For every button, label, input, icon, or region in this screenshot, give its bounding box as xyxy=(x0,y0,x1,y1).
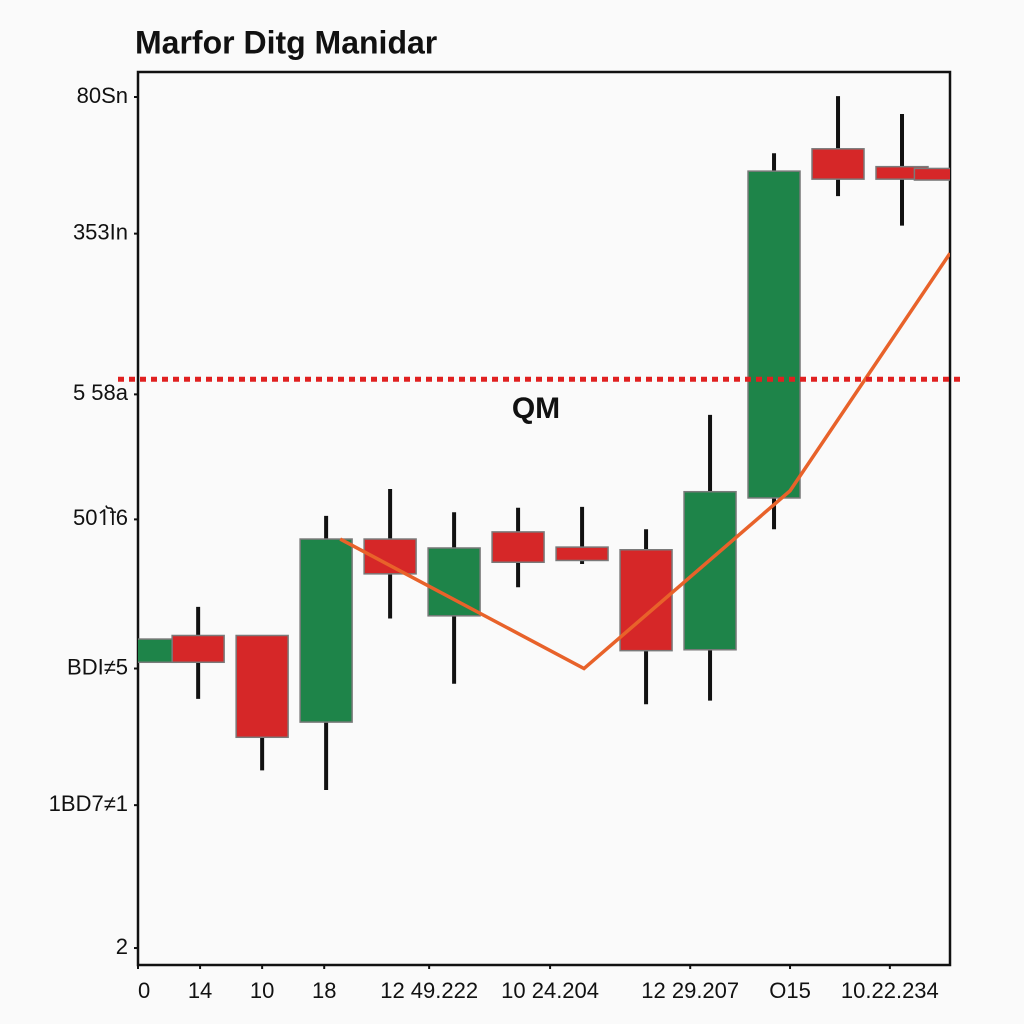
candle-body xyxy=(683,490,737,651)
y-tick-label: 353In xyxy=(73,219,128,244)
candle-body xyxy=(235,634,289,739)
y-tick-label: 501ॊ6 xyxy=(73,505,128,530)
x-tick-label: 0 xyxy=(138,978,150,1003)
x-tick-label: 18 xyxy=(312,978,336,1003)
x-tick-label: 10 xyxy=(250,978,274,1003)
y-tick-label: 1BD7≠1 xyxy=(49,791,128,816)
x-tick-label: 10 24.204 xyxy=(501,978,599,1003)
y-tick-label: 80Sn xyxy=(77,83,128,108)
y-tick-label: 2 xyxy=(116,934,128,959)
x-tick-label: O15 xyxy=(769,978,811,1003)
candle-body xyxy=(427,547,481,617)
candle-body xyxy=(811,148,865,180)
chart-title: Marfor Ditg Manidar xyxy=(135,24,437,60)
y-tick-label: BDI≠5 xyxy=(67,654,128,679)
x-tick-label: 12 49.222 xyxy=(380,978,478,1003)
x-tick-label: 12 29.207 xyxy=(641,978,739,1003)
plot-area xyxy=(138,96,950,790)
x-tick-label: 14 xyxy=(188,978,212,1003)
candle-body xyxy=(491,531,545,564)
candle-body xyxy=(555,546,609,562)
plot-frame xyxy=(136,70,952,967)
candle-body xyxy=(299,538,353,723)
candle-body xyxy=(138,638,177,664)
trend-line xyxy=(339,252,950,671)
candle-body xyxy=(747,170,801,499)
y-tick-label: 5 58a xyxy=(73,380,129,405)
x-tick-label: 10.22.234 xyxy=(841,978,939,1003)
annotation: QM xyxy=(512,392,560,425)
candle-body xyxy=(913,167,950,181)
candle-body xyxy=(171,634,225,664)
